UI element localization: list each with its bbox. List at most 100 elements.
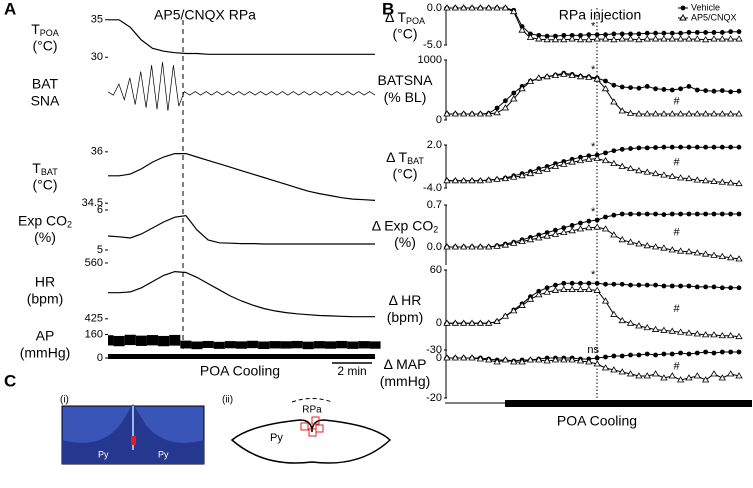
y-tick-label: -5.0 <box>423 39 442 51</box>
marker <box>459 4 468 11</box>
y-axis-label-sub: 2 <box>433 225 438 235</box>
marker <box>736 88 742 94</box>
marker <box>676 247 685 254</box>
trace <box>108 153 376 201</box>
marker <box>619 146 625 152</box>
region-label: Py <box>270 432 283 444</box>
panel-title: AP5/CNQX RPa <box>154 7 256 23</box>
marker <box>501 104 510 111</box>
pressure-band <box>302 341 314 350</box>
marker <box>644 282 650 288</box>
y-axis-label: (°C) <box>32 177 57 193</box>
y-axis-label: (%) <box>394 234 416 250</box>
marker <box>543 73 551 80</box>
marker <box>501 356 510 363</box>
marker <box>611 353 617 359</box>
marker <box>728 29 734 35</box>
y-axis-label: Δ HR <box>389 292 422 308</box>
marker <box>678 144 683 150</box>
marker <box>718 110 727 117</box>
marker <box>693 176 701 183</box>
marker <box>735 372 743 379</box>
marker <box>726 254 735 261</box>
marker <box>701 36 710 43</box>
marker <box>485 319 493 326</box>
marker <box>535 167 543 174</box>
marker <box>510 239 518 246</box>
marker <box>451 319 460 326</box>
marker <box>643 35 651 42</box>
marker <box>685 110 693 117</box>
pressure-band <box>258 341 270 350</box>
marker <box>593 223 601 230</box>
injection-site <box>131 436 136 445</box>
marker <box>728 144 734 150</box>
marker <box>653 86 658 92</box>
y-axis-label-sub: POA <box>406 16 425 26</box>
series-line <box>447 282 739 324</box>
marker <box>693 110 701 117</box>
y-axis-label-main: T <box>32 160 41 176</box>
marker <box>735 35 743 42</box>
marker <box>560 285 568 292</box>
marker <box>726 332 735 339</box>
marker <box>618 368 626 375</box>
marker <box>443 4 451 11</box>
marker <box>510 95 518 102</box>
marker <box>443 354 451 361</box>
marker <box>618 316 626 324</box>
marker <box>611 281 617 287</box>
marker <box>653 30 658 36</box>
y-axis-label: (mmHg) <box>20 345 71 361</box>
marker <box>493 358 501 365</box>
marker <box>544 285 550 291</box>
marker <box>585 155 593 162</box>
marker <box>593 75 601 82</box>
marker <box>694 87 700 93</box>
marker <box>610 366 618 373</box>
marker <box>661 351 667 357</box>
marker <box>651 169 660 177</box>
marker <box>701 250 710 257</box>
marker <box>585 285 593 292</box>
marker <box>628 31 633 37</box>
marker <box>660 110 668 117</box>
marker <box>526 33 535 40</box>
marker <box>619 31 625 37</box>
y-axis-label: TPOA <box>31 21 59 39</box>
pressure-band <box>269 341 281 349</box>
marker <box>636 282 642 288</box>
marker <box>611 212 617 218</box>
legend-marker <box>679 14 687 21</box>
injection-site <box>300 422 309 431</box>
marker <box>644 351 650 357</box>
marker <box>576 285 585 292</box>
marker <box>535 74 543 81</box>
region-label: RPa <box>302 405 322 416</box>
y-axis-label: (°C) <box>32 38 57 54</box>
marker <box>676 328 685 335</box>
marker <box>568 227 576 234</box>
marker <box>443 243 451 250</box>
marker <box>653 211 658 217</box>
region-label: Py <box>98 449 109 459</box>
marker <box>510 307 518 314</box>
marker <box>693 372 701 379</box>
marker <box>510 358 518 365</box>
marker <box>610 231 618 238</box>
marker <box>485 356 493 363</box>
marker <box>718 374 727 381</box>
marker <box>693 249 701 256</box>
y-axis-label: (°C) <box>392 26 417 42</box>
marker <box>568 35 576 42</box>
marker <box>736 349 742 355</box>
marker <box>678 30 683 36</box>
marker <box>669 87 675 93</box>
panel-label: A <box>4 0 16 18</box>
marker <box>703 211 709 217</box>
marker <box>568 158 576 165</box>
injection-site <box>311 416 320 425</box>
annotation: * <box>591 269 596 281</box>
marker <box>594 217 600 223</box>
